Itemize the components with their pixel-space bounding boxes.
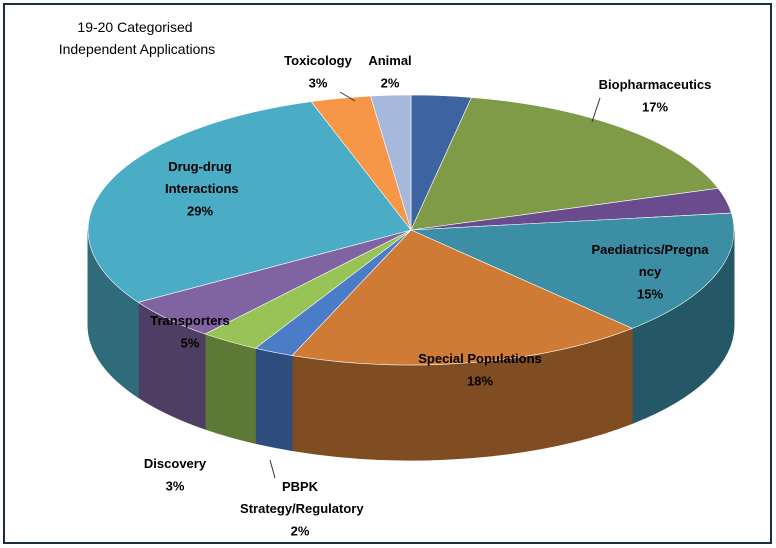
value-label: 18% bbox=[467, 373, 493, 388]
slice-label: PBPK Strategy/Regulatory bbox=[236, 479, 364, 516]
slice-label: Special Populations bbox=[418, 351, 542, 366]
value-label: 2% bbox=[291, 523, 310, 538]
value-label: 2% bbox=[381, 75, 400, 90]
slice bbox=[291, 229, 633, 366]
value-label: 3% bbox=[309, 75, 328, 90]
leader-line bbox=[591, 97, 601, 123]
value-label: 15% bbox=[637, 286, 663, 301]
slice-label: Paediatrics/Pregna ncy bbox=[591, 242, 709, 279]
value-label: 29% bbox=[187, 203, 213, 218]
chart-title: 19-20 Categorised Independent Applicatio… bbox=[55, 19, 215, 57]
slice-label: Discovery bbox=[144, 456, 207, 471]
slice-side bbox=[204, 333, 256, 444]
slice-side bbox=[254, 347, 293, 452]
slice-label: Toxicology bbox=[284, 53, 352, 68]
slice bbox=[87, 101, 412, 303]
slice-label: Drug-drug Interactions bbox=[161, 159, 238, 196]
value-label: 3% bbox=[166, 478, 185, 493]
leader-line bbox=[339, 91, 356, 102]
slice-label: Transporters bbox=[150, 313, 229, 328]
value-label: 17% bbox=[642, 99, 668, 114]
value-label: 5% bbox=[181, 335, 200, 350]
slice-label: Animal bbox=[368, 53, 411, 68]
slice bbox=[410, 97, 719, 231]
slice-label: Biopharmaceutics bbox=[599, 77, 712, 92]
slice bbox=[370, 94, 412, 231]
leader-line bbox=[269, 459, 276, 479]
slice bbox=[410, 212, 735, 329]
